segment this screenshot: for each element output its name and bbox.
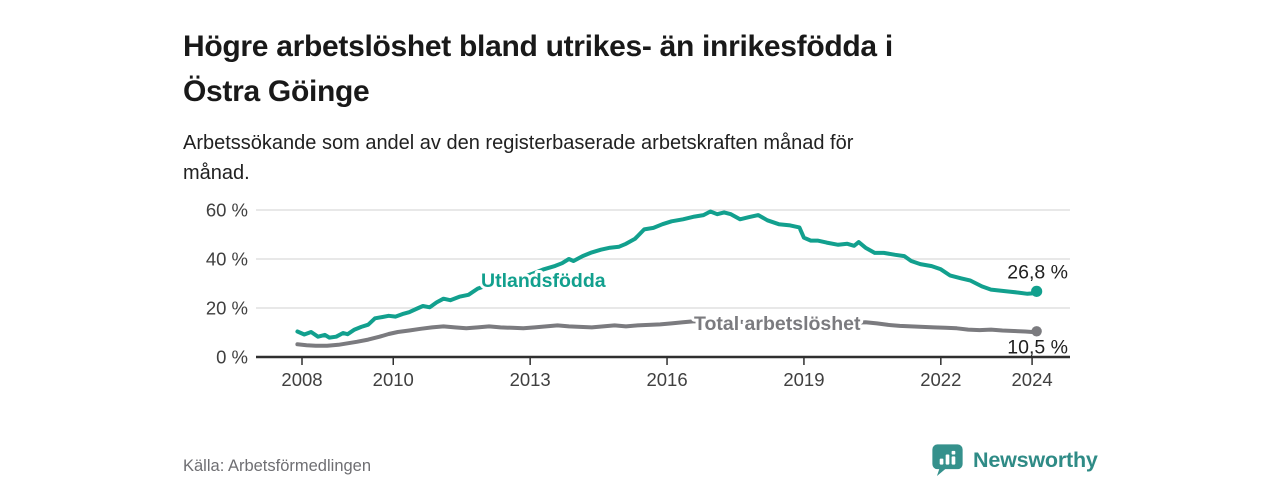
series-inline-label: Utlandsfödda [481,270,606,292]
series-inline-label: Total arbetslöshet [694,313,861,335]
x-axis-tick-label: 2024 [1012,369,1053,390]
y-axis-tick-label: 60 % [206,200,248,221]
subtitle-line-1: Arbetssökande som andel av den registerb… [183,132,854,154]
x-axis-tick-label: 2022 [920,369,961,390]
x-axis-tick-label: 2019 [783,369,824,390]
series-end-dot [1031,285,1043,297]
series-line-utlandsfodda [295,209,1039,340]
newsworthy-logo[interactable]: Newsworthy [931,443,1098,477]
logo-exclamation-dot [951,450,956,455]
unemployment-line-chart: 2008 2010 2013 2016 2019 2022 2024 0 % 20 % 40 % 6… [206,200,1070,390]
series-line-total [295,319,1039,348]
series-end-label: 10,5 % [1007,336,1068,358]
title-line-1: Högre arbetslöshet bland utrikes- än inr… [183,30,893,64]
chart-subtitle: Arbetssökande som andel av den registerb… [183,128,1043,188]
x-axis-tick-label: 2013 [510,369,551,390]
page-title: Högre arbetslöshet bland utrikes- än inr… [183,24,1118,114]
source-attribution: Källa: Arbetsförmedlingen [183,457,372,475]
brand-name: Newsworthy [973,447,1098,472]
series-end-label: 26,8 % [1007,261,1068,283]
x-axis-tick-label: 2016 [646,369,687,390]
logo-bar-small [939,458,944,465]
logo-bar-medium [945,454,950,465]
y-axis-tick-label: 40 % [206,249,248,270]
series-end-dot [1031,326,1042,337]
subtitle-line-2: månad. [183,162,250,184]
x-axis-tick-label: 2010 [373,369,414,390]
newsworthy-logo-icon [932,444,963,477]
x-axis-tick-label: 2008 [281,369,322,390]
y-axis-tick-label: 0 % [216,347,248,368]
title-line-2: Östra Göinge [183,75,370,109]
y-axis-tick-label: 20 % [206,298,248,319]
logo-bar-exclamation [951,456,956,465]
